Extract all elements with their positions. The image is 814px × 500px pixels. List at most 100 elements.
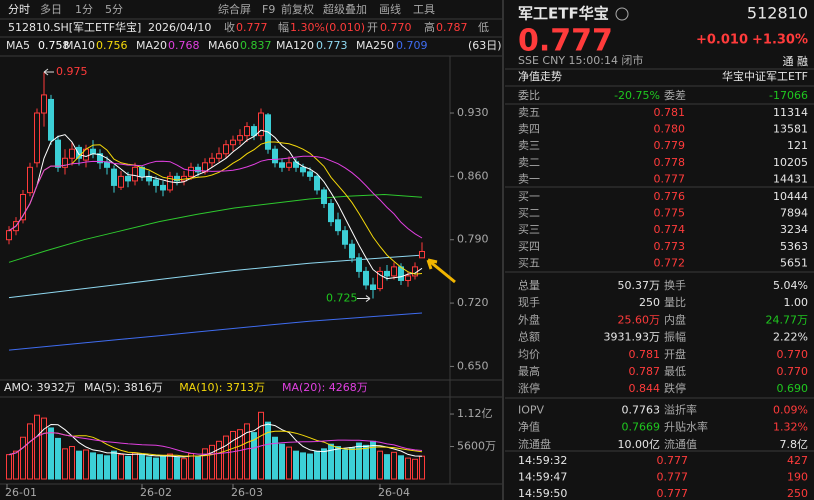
ma-name: MA250 (356, 39, 394, 52)
candle-body (6, 230, 12, 241)
book-volume: 10444 (773, 190, 808, 203)
x-tick-label: 26-01 (5, 486, 37, 499)
ma-line (8, 141, 423, 275)
stat-label: 总量 (518, 278, 540, 292)
volume-bar (97, 454, 103, 480)
stat-value: 0.770 (777, 365, 809, 378)
toolbar-item[interactable]: 工具 (413, 3, 435, 16)
info-icon[interactable] (615, 7, 629, 21)
book-volume: 7894 (780, 207, 808, 220)
volume-bar (237, 429, 243, 480)
candle-body (188, 166, 194, 177)
info-range: 1.30%(0.010) (290, 21, 365, 34)
book-price: 0.781 (654, 106, 686, 119)
stat-label: 升贴水率 (664, 420, 708, 434)
ma-line (8, 129, 423, 280)
candle-body (377, 270, 383, 290)
row-label: 委差 (664, 88, 686, 102)
volume-bar (307, 453, 313, 480)
volume-bar (209, 444, 215, 480)
volume-bar (384, 454, 390, 480)
tags: 通 融 (783, 55, 809, 68)
volume-bar (118, 454, 124, 480)
candle-body (237, 135, 243, 141)
candle-body (69, 148, 75, 159)
candle-body (328, 203, 334, 223)
stat-label: 流通值 (664, 437, 697, 451)
candle-body (391, 266, 397, 277)
toolbar-item[interactable]: 1分 (75, 3, 93, 16)
book-price: 0.773 (654, 240, 686, 253)
annotation-high: 0.975 (56, 65, 88, 78)
trade-price: 0.777 (657, 454, 689, 467)
volume-bar (293, 450, 299, 480)
stat-value: 24.77万 (766, 313, 809, 326)
stat-label: 跌停 (664, 381, 686, 395)
toolbar-item[interactable]: 分时 (8, 3, 30, 16)
book-label: 买二 (518, 207, 540, 220)
toolbar-item[interactable]: 综合屏 (218, 2, 251, 16)
candle-body (34, 112, 40, 164)
toolbar-item[interactable]: 5分 (105, 3, 123, 16)
trade-volume: 190 (787, 471, 808, 484)
toolbar-item[interactable]: 多日 (40, 2, 62, 16)
nav-tab[interactable]: 净值走势 (518, 69, 562, 83)
candle-body (286, 162, 292, 168)
period-button[interactable]: (63日) (468, 39, 502, 52)
ma-name: MA5 (6, 39, 30, 52)
y-tick-label: 0.930 (457, 106, 489, 119)
candle-body (405, 275, 411, 281)
book-volume: 3234 (780, 223, 808, 236)
chart-area: 分时 多日 1分 5分 综合屏 F9 前复权 超级叠加 画线 工具 512810.SH[军工ETF华… (4, 2, 502, 499)
stat-label: 净值 (518, 420, 540, 434)
stat-value: 7.8亿 (780, 438, 809, 451)
stat-value: 2.22% (773, 331, 808, 344)
stat-label: 均价 (518, 348, 540, 361)
ma-name: MA120 (276, 39, 314, 52)
info-code: 512810.SH[军工ETF华宝] (8, 20, 141, 34)
book-volume: 13581 (773, 123, 808, 136)
stat-label: 换手 (664, 278, 686, 292)
x-tick-label: 26-04 (378, 486, 410, 499)
volume-bar (419, 455, 425, 480)
stat-value: 10.00亿 (618, 438, 661, 451)
toolbar-item[interactable]: F9 (262, 3, 275, 16)
ma-value: 0.758 (38, 39, 70, 52)
book-price: 0.778 (654, 156, 686, 169)
candle-body (272, 148, 278, 164)
ma-value: 0.768 (168, 39, 200, 52)
toolbar-item[interactable]: 超级叠加 (323, 2, 367, 16)
volume-bar (356, 442, 362, 480)
ma-value: 0.709 (396, 39, 428, 52)
last-price: 0.777 (518, 24, 613, 59)
stat-value: 0.781 (629, 348, 661, 361)
ma-name: MA20 (136, 39, 167, 52)
candle-body (230, 139, 236, 146)
volume-bar (48, 427, 54, 480)
ma-line (8, 312, 423, 351)
info-high-label: 高 (424, 20, 435, 34)
candle-body (97, 153, 103, 164)
row-value: -17066 (769, 89, 808, 102)
x-tick-label: 26-03 (231, 486, 263, 499)
trade-price: 0.777 (657, 487, 689, 500)
volume-bar (405, 457, 411, 480)
toolbar-item[interactable]: 画线 (379, 2, 401, 16)
volume-bar (391, 451, 397, 480)
candle-body (258, 112, 264, 137)
volume-bar (272, 436, 278, 480)
book-label: 买四 (518, 240, 540, 253)
volume-bar (174, 457, 180, 480)
candle-body (223, 144, 229, 155)
stat-label: 溢折率 (664, 402, 697, 416)
info-close: 0.777 (236, 21, 268, 34)
stat-value: 1.00 (784, 296, 809, 309)
volume-bar (20, 436, 26, 480)
candle-body (370, 284, 376, 290)
ma-line (8, 432, 423, 456)
ma-value: 0.773 (316, 39, 348, 52)
toolbar-item[interactable]: 前复权 (281, 2, 314, 16)
index-name: 华宝中证军工ETF (722, 69, 808, 83)
volume-bar (69, 446, 75, 480)
book-volume: 10205 (773, 156, 808, 169)
